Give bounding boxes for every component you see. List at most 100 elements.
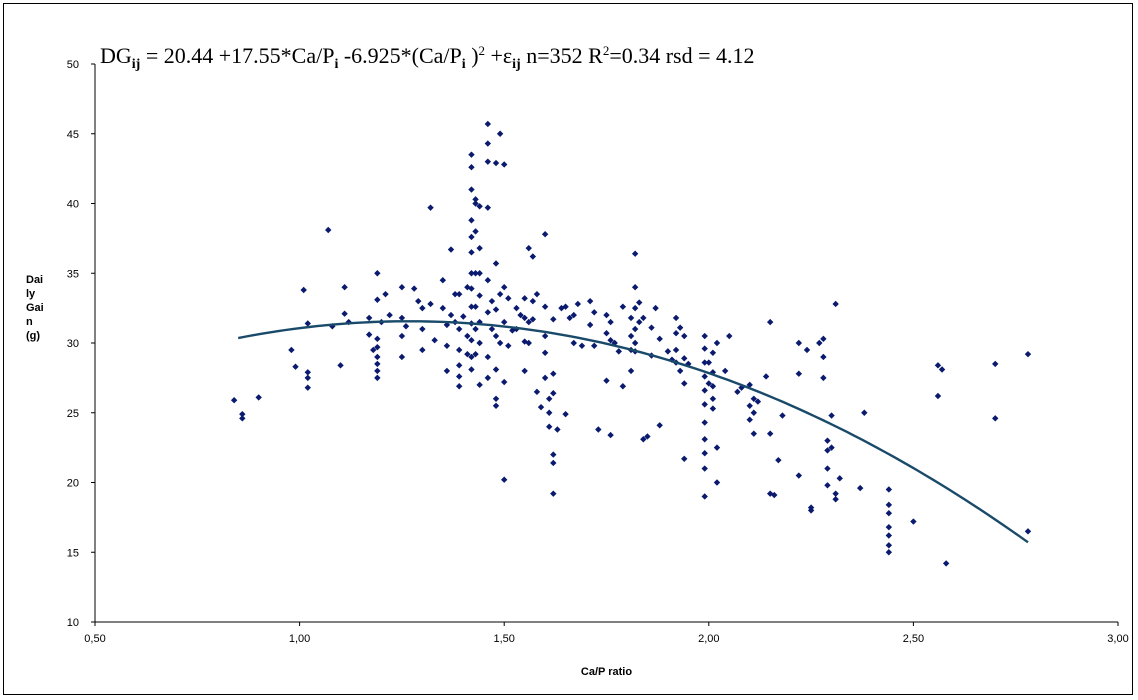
data-point xyxy=(766,318,774,326)
data-point xyxy=(636,318,643,326)
data-point xyxy=(857,484,864,492)
data-point xyxy=(713,479,721,486)
data-point xyxy=(402,323,410,330)
data-point xyxy=(468,186,475,193)
data-point xyxy=(431,337,438,344)
data-point xyxy=(484,204,492,211)
data-point xyxy=(824,482,831,489)
data-point xyxy=(554,426,561,433)
y-tick-label: 25 xyxy=(67,408,79,420)
y-tick-label: 45 xyxy=(67,129,79,141)
data-point xyxy=(415,297,422,305)
data-point xyxy=(701,436,708,443)
data-point xyxy=(992,360,999,368)
data-point xyxy=(476,339,483,347)
data-point xyxy=(439,277,447,284)
data-point xyxy=(701,419,708,426)
data-point xyxy=(713,339,721,347)
data-point xyxy=(656,335,663,343)
data-point xyxy=(468,353,475,361)
data-point xyxy=(832,496,839,503)
data-point xyxy=(631,250,639,257)
data-point xyxy=(484,374,492,382)
data-point xyxy=(934,362,942,369)
data-point xyxy=(910,518,917,525)
data-point xyxy=(640,436,647,443)
data-point xyxy=(517,311,524,319)
data-points xyxy=(230,120,1032,567)
data-point xyxy=(586,321,594,329)
data-point xyxy=(615,348,622,355)
x-tick-label: 0,50 xyxy=(84,633,105,645)
data-point xyxy=(550,370,557,377)
data-point xyxy=(885,549,893,556)
data-point xyxy=(701,387,708,394)
data-point xyxy=(455,346,463,354)
data-point xyxy=(566,314,573,322)
data-point xyxy=(492,395,500,402)
data-point xyxy=(468,164,475,171)
data-point xyxy=(455,383,463,390)
y-axis-label: (g) xyxy=(26,330,40,342)
data-point xyxy=(476,244,483,252)
data-point xyxy=(521,338,528,345)
data-point xyxy=(607,318,614,326)
data-point xyxy=(574,300,582,308)
data-point xyxy=(750,430,758,437)
data-point xyxy=(374,360,381,368)
data-point xyxy=(541,303,549,310)
data-point xyxy=(603,330,610,337)
data-point xyxy=(750,409,758,416)
data-point xyxy=(668,356,676,363)
data-point xyxy=(484,277,492,284)
data-point xyxy=(570,339,577,347)
data-point xyxy=(525,244,532,252)
data-point xyxy=(607,431,614,439)
axes xyxy=(91,63,1119,626)
data-point xyxy=(419,325,426,333)
data-point xyxy=(365,331,373,338)
data-point xyxy=(525,339,532,347)
data-point xyxy=(713,444,721,451)
data-point xyxy=(681,455,688,462)
data-point xyxy=(627,314,635,322)
data-point xyxy=(595,426,602,433)
data-point xyxy=(501,161,508,168)
data-point xyxy=(705,359,712,366)
data-point xyxy=(942,560,950,567)
data-point xyxy=(496,130,504,137)
data-point xyxy=(832,490,839,497)
data-point xyxy=(619,303,627,310)
data-point xyxy=(934,392,942,400)
data-point xyxy=(325,226,332,234)
data-point xyxy=(455,325,463,333)
data-point xyxy=(476,292,483,299)
y-axis-label: Dai xyxy=(26,274,43,286)
data-point xyxy=(709,395,717,402)
data-point xyxy=(501,318,508,326)
data-point xyxy=(398,353,406,361)
data-point xyxy=(398,284,406,291)
data-point xyxy=(468,285,475,292)
data-point xyxy=(824,465,831,472)
data-point xyxy=(472,350,479,358)
data-point xyxy=(701,493,708,500)
data-point xyxy=(484,309,492,316)
data-point xyxy=(746,416,753,423)
data-point xyxy=(492,159,500,167)
data-point xyxy=(627,332,635,340)
data-point xyxy=(419,304,426,312)
data-point xyxy=(398,332,406,340)
data-point xyxy=(341,310,348,317)
data-point xyxy=(726,332,733,340)
data-point xyxy=(795,339,803,347)
data-point xyxy=(861,409,868,416)
data-point xyxy=(546,409,553,416)
data-point xyxy=(337,362,344,369)
data-point xyxy=(709,405,717,412)
data-point xyxy=(562,303,569,310)
data-point xyxy=(885,542,893,549)
data-point xyxy=(640,314,647,322)
data-point xyxy=(374,367,381,375)
data-point xyxy=(374,343,381,351)
